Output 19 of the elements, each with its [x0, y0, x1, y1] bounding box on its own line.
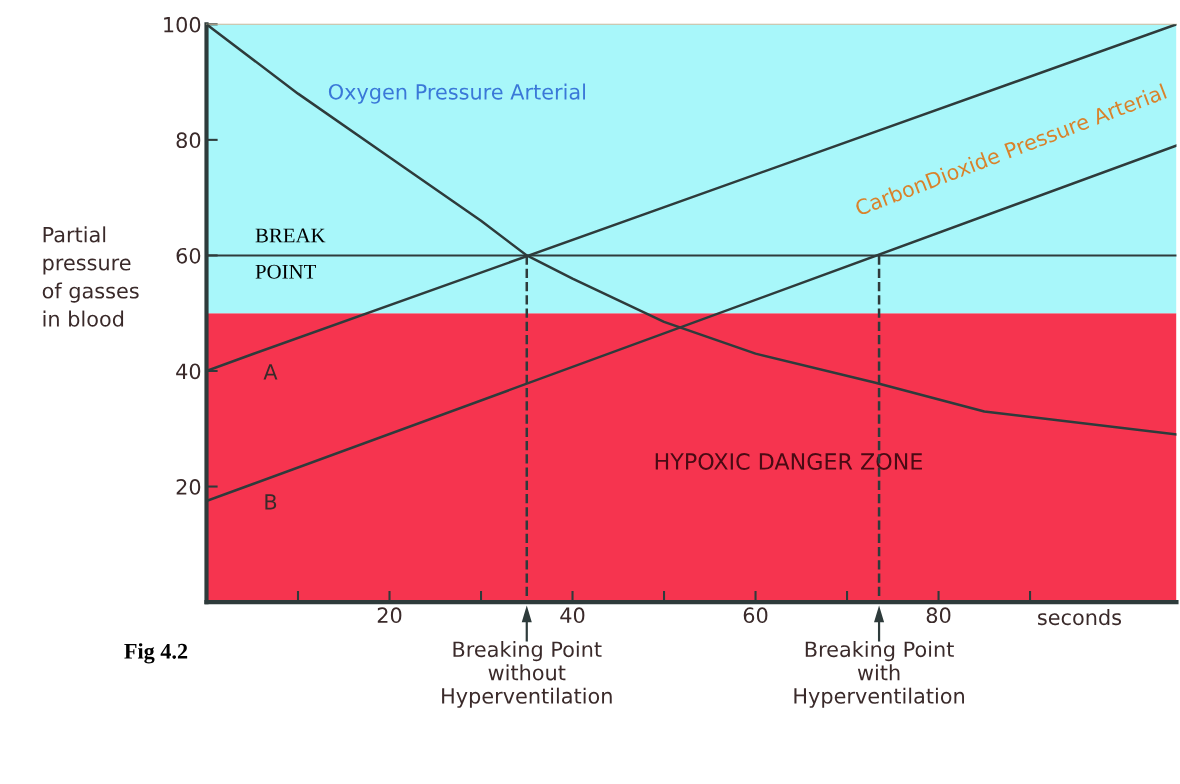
text: Breaking Point with Hyperventilation: [794, 641, 964, 708]
series-label: B: [265, 494, 277, 510]
y-tick-label: 40: [176, 363, 201, 380]
ref-line-label: BREAK POINT: [255, 228, 326, 279]
caption: Fig 4.2: [124, 643, 188, 664]
x-tick-label: 40: [560, 607, 585, 624]
band-label: HYPOXIC DANGER ZONE: [655, 453, 922, 470]
y-tick-label: 60: [176, 247, 201, 264]
y-axis-title: Partial pressure of gasses in blood: [42, 226, 139, 327]
x-tick-label: 20: [377, 607, 402, 624]
x-axis-title: seconds: [1038, 609, 1122, 626]
y-tick-label: 20: [176, 479, 201, 495]
x-tick-label: 60: [743, 607, 768, 624]
x-tick-label: 80: [926, 607, 951, 624]
y-tick-label: 80: [176, 132, 201, 149]
annotation: Oxygen Pressure Arterial: [328, 83, 585, 104]
series-label: A: [263, 364, 278, 380]
text: Breaking Point without Hyperventilation: [442, 641, 612, 708]
y-tick-label: 100: [164, 16, 201, 33]
